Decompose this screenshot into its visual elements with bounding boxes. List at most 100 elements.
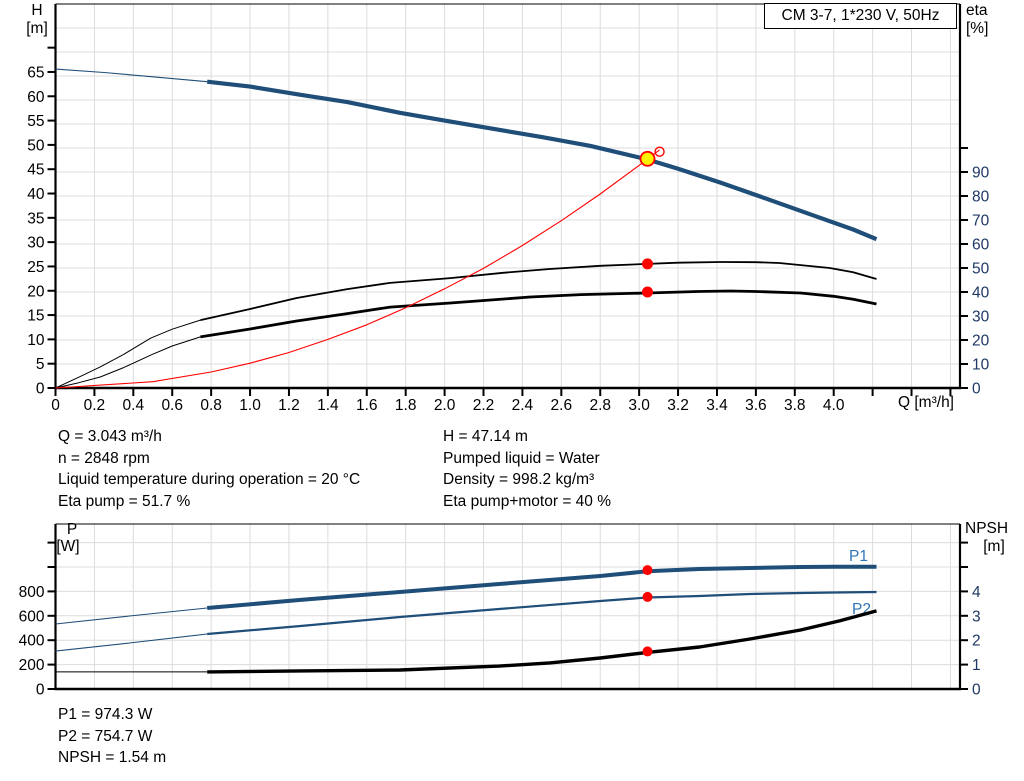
npsh-axis-unit: [m] bbox=[983, 538, 1005, 555]
qh-eta-chart-x-tick-label: 1.2 bbox=[278, 397, 300, 414]
info-p2: P2 = 754.7 W bbox=[58, 727, 153, 745]
qh-eta-chart-x-tick-label: 3.2 bbox=[667, 397, 689, 414]
info-npsh: NPSH = 1.54 m bbox=[58, 749, 167, 766]
qh-eta-chart-right-tick-label: 10 bbox=[972, 357, 990, 374]
info-p1: P1 = 974.3 W bbox=[58, 706, 153, 723]
npsh-point[interactable] bbox=[642, 646, 653, 657]
qh-eta-chart-right-tick-label: 30 bbox=[972, 309, 990, 326]
power-npsh-chart-axes: 0 200 400 600 800 0 1 2 3 4 bbox=[19, 523, 981, 699]
p2-point[interactable] bbox=[642, 591, 653, 602]
qh-eta-chart-x-tick-label: 3.0 bbox=[628, 397, 650, 414]
qh-eta-chart-left-tick-label: 5 bbox=[36, 356, 45, 373]
qh-eta-chart-left-tick-label: 30 bbox=[27, 235, 45, 252]
qh-eta-chart-x-tick-label: 3.6 bbox=[745, 397, 767, 414]
qh-eta-chart-x-tick-label: 2.6 bbox=[551, 397, 573, 414]
qh-eta-chart-axes: 0 5 10 15 20 25 30 35 40 45 50 55 60 65 0 10 20 30 40 50 60 7… bbox=[27, 3, 990, 414]
pump-curve bbox=[206, 79, 878, 242]
qh-eta-chart-x-tick-label: 3.8 bbox=[784, 397, 806, 414]
qh-eta-chart-left-tick-label: 65 bbox=[27, 64, 44, 81]
qh-eta-chart-left-tick-label: 35 bbox=[27, 210, 44, 227]
qh-eta-chart-left-tick-label: 50 bbox=[27, 137, 45, 154]
qh-eta-chart-x-tick-label: 2.8 bbox=[589, 397, 611, 414]
qh-eta-chart-right-tick-label: 80 bbox=[972, 189, 990, 206]
qh-eta-chart[interactable]: 0 5 10 15 20 25 30 35 40 45 50 55 60 65 0 10 20 30 40 50 60 7… bbox=[27, 3, 990, 414]
pump-curve-extrapolated bbox=[55, 68, 208, 83]
qh-eta-chart-x-tick-label: 0.2 bbox=[84, 397, 106, 414]
info-liquid-temperature: Liquid temperature during operation = 20… bbox=[58, 471, 361, 488]
qh-eta-chart-x-tick-label: 2.0 bbox=[434, 397, 456, 414]
power-npsh-chart-right-tick-label: 0 bbox=[972, 682, 981, 699]
qh-eta-chart-right-tick-label: 70 bbox=[972, 213, 990, 230]
power-npsh-chart-right-tick-label: 2 bbox=[972, 633, 981, 650]
eta-pump-motor-extrapolated bbox=[55, 336, 201, 389]
npsh-axis-title: NPSH bbox=[965, 520, 1009, 537]
power-npsh-chart-left-tick-label: 600 bbox=[19, 608, 45, 625]
qh-eta-chart-left-tick-label: 60 bbox=[27, 89, 45, 106]
power-npsh-chart[interactable]: 0 200 400 600 800 0 1 2 3 4P1 P 2 bbox=[19, 523, 981, 699]
eta-axis-title: eta bbox=[966, 2, 988, 19]
qh-eta-chart-left-tick-label: 0 bbox=[36, 381, 45, 398]
power-npsh-chart-left-tick-label: 800 bbox=[19, 584, 45, 601]
qh-eta-chart-x-tick-label: 1.8 bbox=[395, 397, 417, 414]
qh-eta-chart-x-tick-label: 1.4 bbox=[317, 397, 339, 414]
info-pumped-liquid: Pumped liquid = Water bbox=[443, 449, 600, 467]
qh-eta-chart-left-tick-label: 25 bbox=[27, 259, 44, 276]
eta-pump-motor-point[interactable] bbox=[642, 286, 654, 298]
power-npsh-chart-left-tick-label: 0 bbox=[36, 682, 45, 699]
qh-eta-chart-x-tick-label: 0 bbox=[51, 397, 60, 414]
info-head: H = 47.14 m bbox=[443, 428, 528, 445]
power-npsh-chart-right-tick-label: 3 bbox=[972, 608, 981, 625]
qh-eta-chart-x-tick-label: 3.4 bbox=[706, 397, 728, 414]
qh-eta-chart-left-tick-label: 55 bbox=[27, 113, 44, 130]
eta-pump-extrapolated bbox=[55, 319, 201, 389]
eta-axis-unit: [%] bbox=[966, 20, 989, 37]
qh-eta-chart-right-tick-label: 60 bbox=[972, 237, 990, 254]
qh-eta-chart-left-tick-label: 40 bbox=[27, 186, 45, 203]
system-curve-end-point[interactable] bbox=[654, 146, 665, 157]
p2-curve-extrapolated bbox=[55, 633, 208, 652]
qh-eta-chart-right-tick-label: 50 bbox=[972, 261, 990, 278]
qh-eta-chart-x-tick-label: 2.4 bbox=[512, 397, 534, 414]
qh-eta-chart-grid bbox=[55, 4, 960, 388]
info-eta-pump: Eta pump = 51.7 % bbox=[58, 492, 191, 510]
power-point-info: P1 = 974.3 W P2 = 754.7 W NPSH = 1.54 m bbox=[58, 704, 166, 769]
info-speed: n = 2848 rpm bbox=[58, 449, 150, 467]
p1-curve bbox=[207, 564, 877, 610]
power-npsh-chart-left-tick-label: 400 bbox=[19, 633, 45, 650]
eta-pump-point[interactable] bbox=[642, 258, 654, 270]
p-axis-title: P bbox=[66, 521, 78, 538]
qh-eta-chart-right-tick-label: 40 bbox=[972, 285, 990, 302]
npsh-curve bbox=[207, 609, 877, 674]
qh-eta-chart-x-tick-label: 1.0 bbox=[239, 397, 261, 414]
p1-point[interactable] bbox=[642, 565, 653, 576]
h-axis-title: H bbox=[31, 2, 43, 19]
p-axis-unit: [W] bbox=[56, 538, 80, 555]
qh-eta-chart-left-tick-label: 20 bbox=[27, 283, 45, 300]
qh-eta-chart-x-tick-label: 0.6 bbox=[161, 397, 183, 414]
system-curve bbox=[55, 149, 660, 389]
eta-pump-curve bbox=[200, 261, 877, 321]
p1-curve-extrapolated bbox=[55, 607, 208, 625]
qh-eta-chart-x-tick-label: 1.6 bbox=[356, 397, 378, 414]
power-npsh-chart-left-tick-label: 200 bbox=[19, 657, 45, 674]
qh-eta-chart-x-tick-label: 2.2 bbox=[473, 397, 495, 414]
qh-eta-chart-left-tick-label: 15 bbox=[27, 308, 44, 325]
operating-point-info-left: Q = 3.043 m³/h n = 2848 rpm Liquid tempe… bbox=[58, 426, 360, 512]
q-axis-title: Q [m³/h] bbox=[898, 394, 954, 411]
h-axis-unit: [m] bbox=[26, 20, 48, 37]
power-npsh-chart-right-tick-label: 1 bbox=[972, 657, 981, 674]
operating-point-info-right: H = 47.14 m Pumped liquid = Water Densit… bbox=[443, 426, 611, 512]
qh-eta-chart-left-tick-label: 45 bbox=[27, 162, 44, 179]
info-eta-pump-motor: Eta pump+motor = 40 % bbox=[443, 492, 612, 510]
qh-eta-chart-x-tick-label: 0.4 bbox=[123, 397, 145, 414]
power-npsh-chart-right-tick-label: 4 bbox=[972, 584, 981, 601]
qh-eta-chart-right-tick-label: 90 bbox=[972, 165, 990, 182]
qh-eta-chart-right-tick-label: 0 bbox=[972, 381, 981, 398]
qh-eta-chart-left-tick-label: 10 bbox=[27, 332, 45, 349]
info-density: Density = 998.2 kg/m³ bbox=[443, 471, 595, 488]
qh-eta-chart-x-tick-label: 4.0 bbox=[823, 397, 845, 414]
curve-label-p1: P1 bbox=[849, 548, 868, 565]
duty-point[interactable] bbox=[639, 150, 656, 167]
